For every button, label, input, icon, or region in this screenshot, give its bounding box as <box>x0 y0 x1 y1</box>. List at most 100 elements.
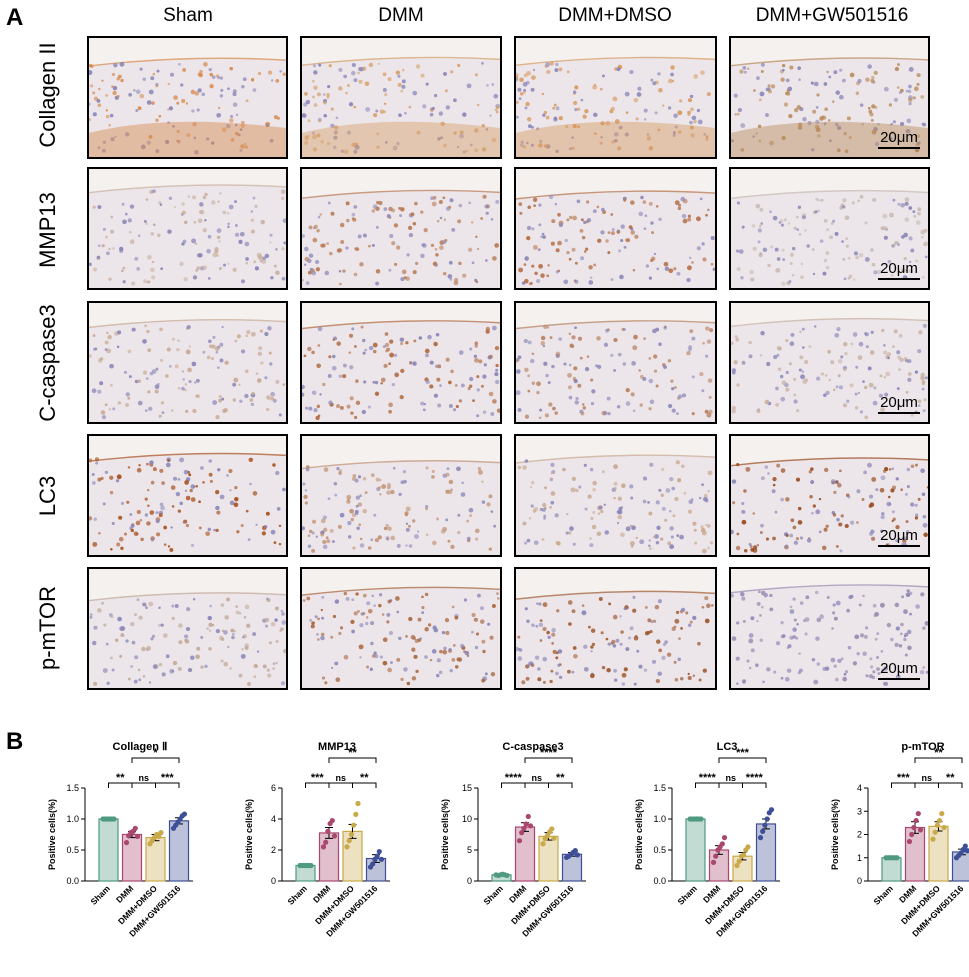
data-point <box>734 862 740 869</box>
data-point <box>962 843 968 849</box>
data-point <box>111 816 117 822</box>
data-point <box>134 833 141 839</box>
row-label-mmp13: MMP13 <box>35 192 60 268</box>
micrograph-0-1 <box>300 36 502 159</box>
significance-label: ** <box>116 772 125 784</box>
bar <box>928 825 949 882</box>
data-point <box>123 839 130 846</box>
chart-title: Collagen Ⅱ <box>113 741 168 753</box>
y-tick-label: 3 <box>857 806 862 816</box>
chart-title: C-caspase3 <box>502 741 563 753</box>
micrograph-3-2 <box>514 434 717 557</box>
significance-label: ns <box>138 773 149 783</box>
significance-label: **** <box>540 747 558 759</box>
y-tick-label: 0 <box>271 876 276 886</box>
y-tick-label: 0.5 <box>653 845 666 855</box>
micrograph-4-1 <box>300 567 502 690</box>
micrograph-4-0 <box>87 567 288 690</box>
y-tick-label: 4 <box>857 783 862 793</box>
significance-label: ns <box>335 773 346 783</box>
category-label: DMM <box>311 883 332 904</box>
panel-letter-a: A <box>6 4 24 31</box>
y-tick-label: 0 <box>857 876 862 886</box>
significance-bracket <box>131 757 180 763</box>
significance-label: **** <box>746 772 764 784</box>
scale-bar: 20μm <box>878 660 920 680</box>
data-point <box>376 848 382 855</box>
y-tick-label: 0.0 <box>66 876 79 886</box>
y-axis-label: Positive cells(%) <box>830 799 840 870</box>
bar <box>318 832 340 882</box>
data-point <box>351 822 357 828</box>
data-point <box>930 836 936 842</box>
y-tick-label: 1.5 <box>653 783 666 793</box>
data-point <box>346 838 352 844</box>
y-tick-label: 5 <box>467 845 472 855</box>
scale-bar: 20μm <box>878 260 920 280</box>
data-point <box>308 862 314 869</box>
data-point <box>344 844 350 850</box>
data-point <box>937 817 943 824</box>
data-point <box>909 831 915 838</box>
data-point <box>370 861 376 867</box>
data-point <box>906 838 913 845</box>
data-point <box>132 825 138 831</box>
data-point <box>348 831 354 838</box>
y-axis-label: Positive cells(%) <box>244 799 254 870</box>
data-point <box>504 872 510 879</box>
scale-bar-label: 20μm <box>880 527 918 544</box>
scale-bar-label: 20μm <box>880 129 918 146</box>
column-header-dmm-dmso: DMM+DMSO <box>558 5 672 26</box>
significance-label: ns <box>921 773 932 783</box>
category-label: DMM <box>114 883 135 904</box>
significance-label: *** <box>897 772 911 784</box>
data-point <box>760 828 766 834</box>
data-point <box>932 829 938 835</box>
data-point <box>768 807 775 813</box>
data-point <box>516 838 523 844</box>
y-tick-label: 2 <box>857 830 862 840</box>
y-tick-label: 1.0 <box>66 814 79 824</box>
significance-label: ns <box>725 773 736 783</box>
bar <box>904 826 926 882</box>
category-label: Sham <box>285 883 309 907</box>
scale-bar-line <box>878 412 920 414</box>
category-label: DMM <box>701 883 722 904</box>
y-axis-label: Positive cells(%) <box>47 799 57 870</box>
data-point <box>181 811 188 817</box>
data-point <box>757 835 764 841</box>
significance-label: *** <box>736 747 750 759</box>
micrograph-3-3: 20μm <box>729 434 930 557</box>
y-tick-label: 10 <box>462 814 472 824</box>
data-point <box>320 844 327 850</box>
category-label: Sham <box>481 883 505 907</box>
significance-bracket <box>742 782 767 788</box>
scale-bar-line <box>878 545 920 547</box>
significance-label: ns <box>531 773 542 783</box>
significance-bracket <box>914 757 963 763</box>
significance-label: ** <box>348 747 357 759</box>
bar <box>98 818 119 882</box>
y-tick-label: 0 <box>467 876 472 886</box>
significance-label: **** <box>505 772 523 784</box>
data-point <box>917 827 924 833</box>
micrograph-0-2 <box>514 36 717 159</box>
significance-bracket <box>524 757 573 763</box>
data-point <box>325 828 331 834</box>
data-point <box>719 841 725 847</box>
scale-bar-label: 20μm <box>880 660 918 677</box>
data-point <box>698 816 704 822</box>
column-header-dmm: DMM <box>378 5 424 26</box>
row-label-lc3: LC3 <box>35 475 60 517</box>
data-point <box>764 816 770 822</box>
data-point <box>894 855 900 861</box>
significance-bracket <box>131 782 156 788</box>
data-point <box>941 824 947 831</box>
y-tick-label: 15 <box>462 783 472 793</box>
category-label: Sham <box>88 883 112 907</box>
data-point <box>574 852 581 858</box>
significance-bracket <box>548 782 573 788</box>
significance-label: ** <box>946 772 955 784</box>
